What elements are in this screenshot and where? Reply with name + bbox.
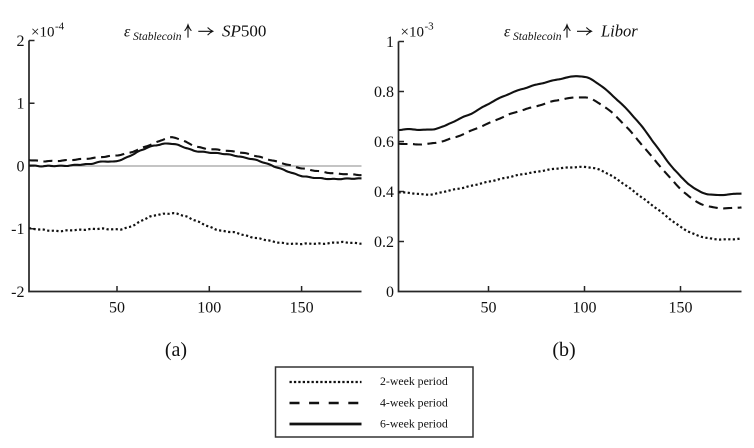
svg-text:0.8: 0.8 — [374, 84, 394, 101]
svg-text:ε: ε — [124, 24, 131, 41]
svg-text:-2: -2 — [11, 284, 24, 301]
svg-text:150: 150 — [290, 300, 314, 317]
svg-text:Stablecoin: Stablecoin — [513, 31, 562, 43]
svg-text:100: 100 — [197, 300, 221, 317]
svg-text:50: 50 — [481, 300, 497, 317]
svg-text:-1: -1 — [11, 221, 24, 238]
svg-text:50: 50 — [109, 300, 125, 317]
svg-text:150: 150 — [669, 300, 693, 317]
svg-text:1: 1 — [386, 34, 394, 51]
svg-text:2: 2 — [17, 33, 25, 50]
svg-text:SP500: SP500 — [222, 22, 266, 41]
svg-text:100: 100 — [573, 300, 597, 317]
svg-text:0.6: 0.6 — [374, 134, 394, 151]
svg-text:(a): (a) — [165, 339, 187, 361]
svg-text:0: 0 — [386, 284, 394, 301]
svg-text:Stablecoin: Stablecoin — [133, 31, 182, 43]
svg-text:4-week period: 4-week period — [380, 396, 448, 410]
svg-text:ε: ε — [504, 24, 511, 41]
svg-text:Libor: Libor — [600, 22, 638, 41]
svg-text:2-week period: 2-week period — [380, 374, 448, 388]
svg-text:6-week period: 6-week period — [380, 417, 448, 431]
svg-text:0: 0 — [17, 158, 25, 175]
svg-text:0.4: 0.4 — [374, 184, 394, 201]
svg-text:0.2: 0.2 — [374, 234, 394, 251]
svg-text:1: 1 — [17, 96, 25, 113]
svg-text:(b): (b) — [552, 339, 575, 361]
